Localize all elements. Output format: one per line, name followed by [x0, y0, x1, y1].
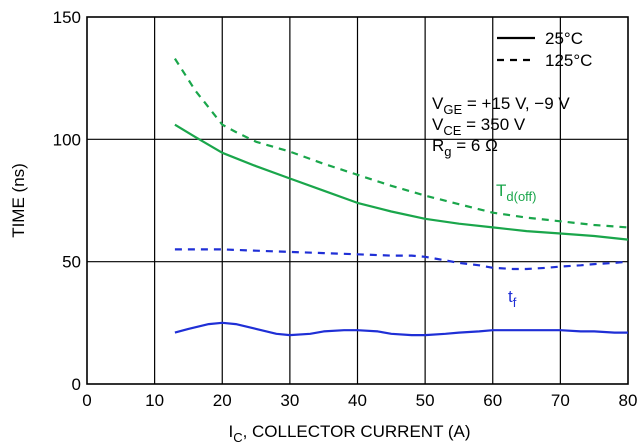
condition-text-subscript: CE — [443, 123, 461, 138]
series-tf-dashed — [174, 248, 629, 271]
ticks: 0 10 20 30 40 50 60 70 80 0 50 100 150 — [53, 8, 638, 410]
series-label-main: t — [508, 287, 513, 306]
y-tick-label: 0 — [72, 375, 81, 394]
y-axis-title: TIME (ns) — [9, 163, 28, 238]
y-tick-label: 50 — [62, 253, 81, 272]
legend-label: 25°C — [545, 29, 583, 48]
x-axis-title-subscript: C — [233, 430, 242, 445]
x-tick-label: 0 — [82, 391, 91, 410]
series-label-subscript: f — [513, 295, 517, 310]
series-lines — [173, 58, 629, 337]
axis-titles: IC, COLLECTOR CURRENT (A) TIME (ns) — [9, 163, 471, 445]
grid — [86, 16, 629, 385]
y-tick-label: 150 — [53, 8, 81, 27]
x-axis-title: IC, COLLECTOR CURRENT (A) — [228, 422, 470, 445]
plot-frame — [86, 16, 629, 385]
condition-text-main: V — [432, 94, 444, 113]
y-tick-label: 100 — [53, 130, 81, 149]
x-tick-label: 10 — [145, 391, 164, 410]
series-label: tf — [508, 287, 517, 310]
x-tick-label: 20 — [213, 391, 232, 410]
condition-text: VCE = 350 V — [432, 115, 526, 138]
condition-text-main: V — [432, 115, 444, 134]
series-label: Td(off) — [496, 181, 537, 204]
series-tdoff-dashed — [173, 58, 629, 229]
condition-text-subscript: g — [444, 144, 451, 159]
condition-text-rest: = +15 V, −9 V — [462, 94, 570, 113]
x-tick-label: 40 — [348, 391, 367, 410]
series-tf-solid — [174, 321, 628, 337]
x-tick-label: 80 — [619, 391, 638, 410]
x-axis-title-main: I — [228, 422, 233, 441]
x-axis-title-rest: , COLLECTOR CURRENT (A) — [243, 422, 471, 441]
series-label-main: T — [496, 181, 506, 200]
legend: 25°C 125°C — [497, 29, 592, 70]
series-labels: Td(off) tf — [496, 181, 537, 310]
condition-text: VGE = +15 V, −9 V — [432, 94, 570, 117]
x-tick-label: 60 — [483, 391, 502, 410]
x-tick-label: 70 — [551, 391, 570, 410]
condition-text: Rg = 6 Ω — [432, 136, 498, 159]
condition-text-rest: = 350 V — [461, 115, 525, 134]
legend-label: 125°C — [545, 51, 592, 70]
x-tick-label: 50 — [416, 391, 435, 410]
condition-text-rest: = 6 Ω — [452, 136, 498, 155]
condition-text-main: R — [432, 136, 444, 155]
x-tick-label: 30 — [280, 391, 299, 410]
series-tdoff-solid — [174, 123, 629, 241]
condition-text-subscript: GE — [443, 102, 462, 117]
series-label-subscript: d(off) — [506, 189, 536, 204]
